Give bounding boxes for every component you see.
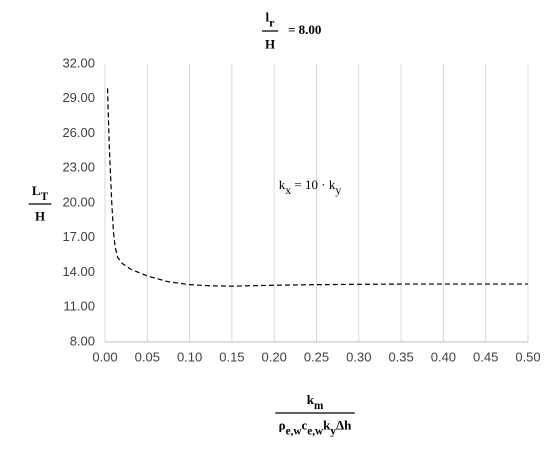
y-label-denominator-part: H [35,209,45,224]
y-tick-label: 17.00 [62,229,95,244]
y-tick-label: 11.00 [63,299,95,314]
x-tick-label: 0.00 [92,349,117,364]
x-label-numerator-part: k [307,392,315,407]
y-tick-label: 32.00 [62,55,95,70]
annotation-sub: y [335,183,341,197]
x-tick-label: 0.25 [304,349,329,364]
title-rhs: = 8.00 [288,22,321,37]
x-label-denominator-sub: e,w [286,425,303,437]
x-tick-label: 0.05 [135,349,160,364]
y-label-numerator: LT​ [32,183,49,202]
x-label-denominator-part: ρ [279,418,286,433]
title-numerator-sub: r [269,15,275,29]
data-line [106,88,528,287]
y-tick-label: 29.00 [62,90,95,105]
x-label-numerator: km​ [307,392,324,411]
x-label-denominator-sub: y [330,425,336,437]
title-denominator: H [265,36,275,51]
y-label-numerator-part: L [32,183,41,198]
y-tick-label: 8.00 [70,333,95,348]
x-label-denominator-sub: e,w [307,425,324,437]
annotation-part: k [279,177,286,192]
x-tick-label: 0.45 [473,349,498,364]
y-tick-label: 26.00 [62,125,95,140]
x-label-denominator-part: k [323,418,331,433]
x-tick-label: 0.15 [219,349,244,364]
x-label-denominator: ρe,w​ce,w​ky​Δh [279,418,352,437]
x-label-numerator-sub: m [314,399,324,411]
x-tick-label: 0.20 [262,349,287,364]
title-denominator-part: H [265,36,275,51]
title-numerator: lr​ [266,9,276,29]
annotation-sub: x [285,183,291,197]
y-tick-label: 14.00 [62,264,95,279]
x-label-denominator-part: c [301,418,307,433]
x-tick-label: 0.50 [515,349,540,364]
y-tick-label: 23.00 [62,160,95,175]
annotation-part: = 10 · k [291,177,336,192]
annotation: kx​ = 10 · ky​ [279,177,342,197]
y-label-numerator-sub: T [41,190,49,202]
title-numerator-part: l [266,9,270,24]
x-tick-label: 0.35 [388,349,413,364]
y-label-denominator: H [35,209,45,224]
x-tick-label: 0.40 [431,349,456,364]
y-tick-label: 20.00 [62,194,95,209]
x-tick-label: 0.10 [177,349,202,364]
x-label-denominator-part: Δh [336,418,352,433]
x-tick-label: 0.30 [346,349,371,364]
